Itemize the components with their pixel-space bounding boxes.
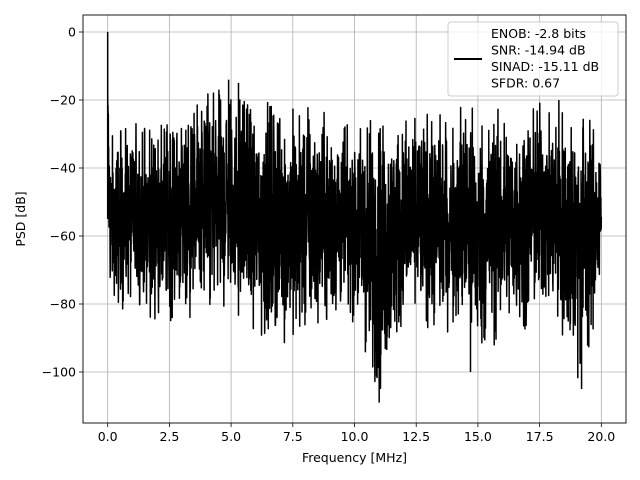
y-tick-label: 0 bbox=[68, 25, 76, 40]
y-tick-label: −20 bbox=[50, 93, 76, 108]
x-axis-label: Frequency [MHz] bbox=[302, 450, 407, 465]
x-tick-label: 15.0 bbox=[464, 429, 492, 444]
legend-box bbox=[447, 21, 619, 97]
legend-entry-line: SFDR: 0.67 bbox=[491, 76, 560, 91]
legend-entry-line: ENOB: -2.8 bits bbox=[491, 26, 586, 41]
psd-series-line bbox=[106, 32, 603, 403]
y-axis-label: PSD [dB] bbox=[13, 191, 28, 246]
x-tick-label: 12.5 bbox=[402, 429, 430, 444]
data-layer bbox=[106, 32, 603, 403]
legend-entry-line: SINAD: -15.11 dB bbox=[491, 59, 599, 74]
x-tick-label: 5.0 bbox=[221, 429, 241, 444]
y-tick-label: −60 bbox=[50, 229, 76, 244]
y-tick-label: −40 bbox=[50, 161, 76, 176]
y-tick-label: −80 bbox=[50, 297, 76, 312]
x-tick-label: 7.5 bbox=[283, 429, 303, 444]
x-tick-label: 10.0 bbox=[341, 429, 369, 444]
x-tick-label: 0.0 bbox=[98, 429, 118, 444]
x-tick-label: 17.5 bbox=[526, 429, 554, 444]
x-tick-label: 2.5 bbox=[159, 429, 179, 444]
legend-entry-line: SNR: -14.94 dB bbox=[491, 43, 586, 58]
ticks: 0.0 2.5 5.0 7.5 10.0 12.5 15.0 17.5 20.0 0 −20 −40 −… bbox=[42, 25, 616, 445]
y-tick-label: −100 bbox=[42, 365, 76, 380]
x-tick-label: 20.0 bbox=[587, 429, 615, 444]
